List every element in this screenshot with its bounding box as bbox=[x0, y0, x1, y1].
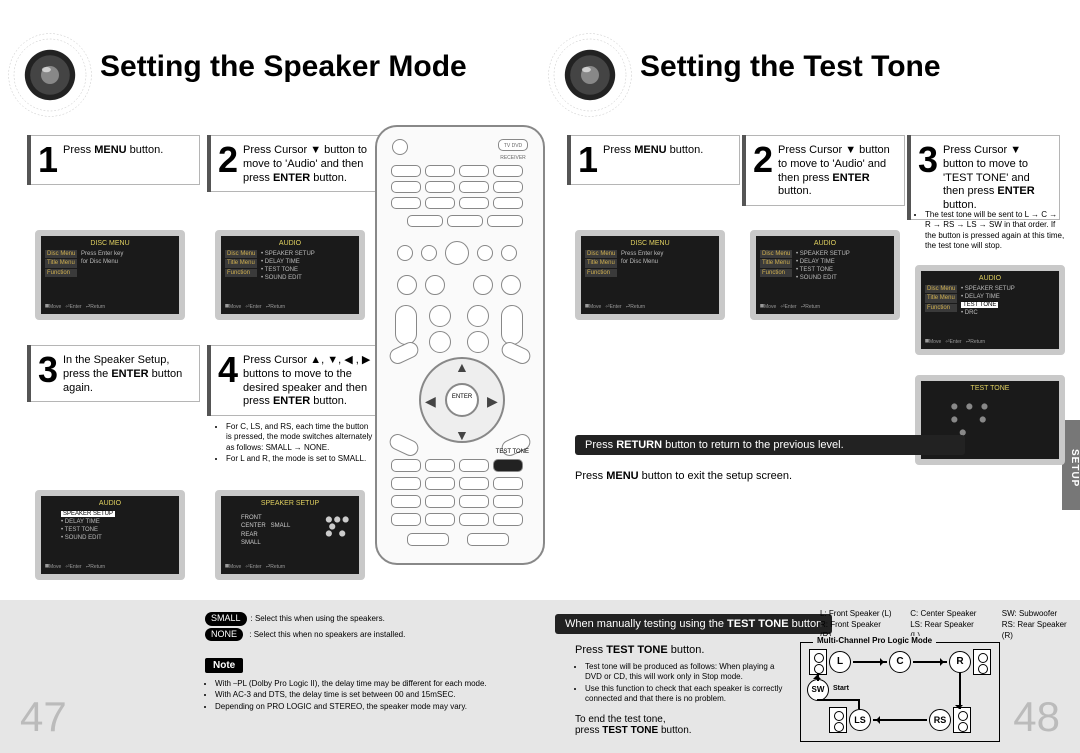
remote-enter-button: ENTER bbox=[445, 383, 479, 417]
right-step-1: 1 Press MENU button. bbox=[570, 135, 740, 185]
left-step4-bullets: For C, LS, and RS, each time the button … bbox=[216, 420, 376, 467]
step-text: Press Cursor ▼ button to move to 'Audio'… bbox=[776, 142, 896, 199]
ornament-speaker-right bbox=[545, 30, 635, 120]
speaker-diagram: Multi-Channel Pro Logic Mode L C R SW St… bbox=[800, 642, 1000, 742]
right-test-bullets: Test tone will be produced as follows: W… bbox=[575, 660, 785, 707]
screenshot-audio-1: AUDIO Disc MenuTitle MenuFunction • SPEA… bbox=[215, 230, 365, 320]
screenshot-audio-2: AUDIO SPEAKER SETUP• DELAY TIME• TEST TO… bbox=[35, 490, 185, 580]
screenshot-audio-3: AUDIO Disc MenuTitle MenuFunction • SPEA… bbox=[750, 230, 900, 320]
step-number: 1 bbox=[575, 142, 601, 178]
small-none-desc: SMALL: Select this when using the speake… bbox=[205, 612, 535, 641]
step-number: 2 bbox=[215, 142, 241, 178]
end-test-tone: To end the test tone, press TEST TONE bu… bbox=[575, 714, 692, 736]
step-number: 3 bbox=[35, 352, 61, 388]
menu-exit-instruction: Press MENU button to exit the setup scre… bbox=[575, 470, 792, 482]
left-step-2: 2 Press Cursor ▼ button to move to 'Audi… bbox=[210, 135, 380, 192]
right-step3-bullets: The test tone will be sent to L → C → R … bbox=[915, 208, 1065, 254]
page-title-right: Setting the Test Tone bbox=[640, 50, 941, 84]
note-section: Note With ⎯PL (Dolby Pro Logic II), the … bbox=[205, 655, 525, 714]
step-number: 2 bbox=[750, 142, 776, 178]
step-number: 4 bbox=[215, 352, 241, 388]
remote-control-illustration: TV DVD RECEIVER ▲ ▼ ◀ ▶ ENTER TEST TONE bbox=[375, 125, 545, 565]
step-text: Press Cursor ▲, ▼, ◀ , ▶ buttons to move… bbox=[241, 352, 371, 409]
return-instruction: Press RETURN button to return to the pre… bbox=[575, 435, 965, 455]
screenshot-disc-menu-1: DISC MENU Disc MenuTitle MenuFunction Pr… bbox=[35, 230, 185, 320]
left-step-1: 1 Press MENU button. bbox=[30, 135, 200, 185]
test-tone-header: When manually testing using the TEST TON… bbox=[555, 614, 832, 634]
ornament-speaker-left bbox=[5, 30, 95, 120]
step-number: 3 bbox=[915, 142, 941, 178]
page-title-left: Setting the Speaker Mode bbox=[100, 50, 467, 84]
page-number-right: 48 bbox=[1013, 693, 1060, 741]
left-step-4: 4 Press Cursor ▲, ▼, ◀ , ▶ buttons to mo… bbox=[210, 345, 380, 416]
screenshot-disc-menu-2: DISC MENU Disc MenuTitle MenuFunction Pr… bbox=[575, 230, 725, 320]
screenshot-speaker-setup: SPEAKER SETUP FRONTCENTER SMALLREARSMALL… bbox=[215, 490, 365, 580]
step-text: Press MENU button. bbox=[61, 142, 191, 158]
remote-test-tone-label: TEST TONE bbox=[496, 449, 529, 455]
left-step-3: 3 In the Speaker Setup, press the ENTER … bbox=[30, 345, 200, 402]
press-test-tone: Press TEST TONE button. bbox=[575, 644, 704, 656]
step-number: 1 bbox=[35, 142, 61, 178]
step-text: Press MENU button. bbox=[601, 142, 731, 158]
page-number-left: 47 bbox=[20, 693, 67, 741]
step-text: In the Speaker Setup, press the ENTER bu… bbox=[61, 352, 191, 395]
step-text: Press Cursor ▼ button to move to 'TEST T… bbox=[941, 142, 1051, 213]
right-step-2: 2 Press Cursor ▼ button to move to 'Audi… bbox=[745, 135, 905, 206]
screenshot-audio-test-tone: AUDIO Disc MenuTitle MenuFunction • SPEA… bbox=[915, 265, 1065, 355]
step-text: Press Cursor ▼ button to move to 'Audio'… bbox=[241, 142, 371, 185]
